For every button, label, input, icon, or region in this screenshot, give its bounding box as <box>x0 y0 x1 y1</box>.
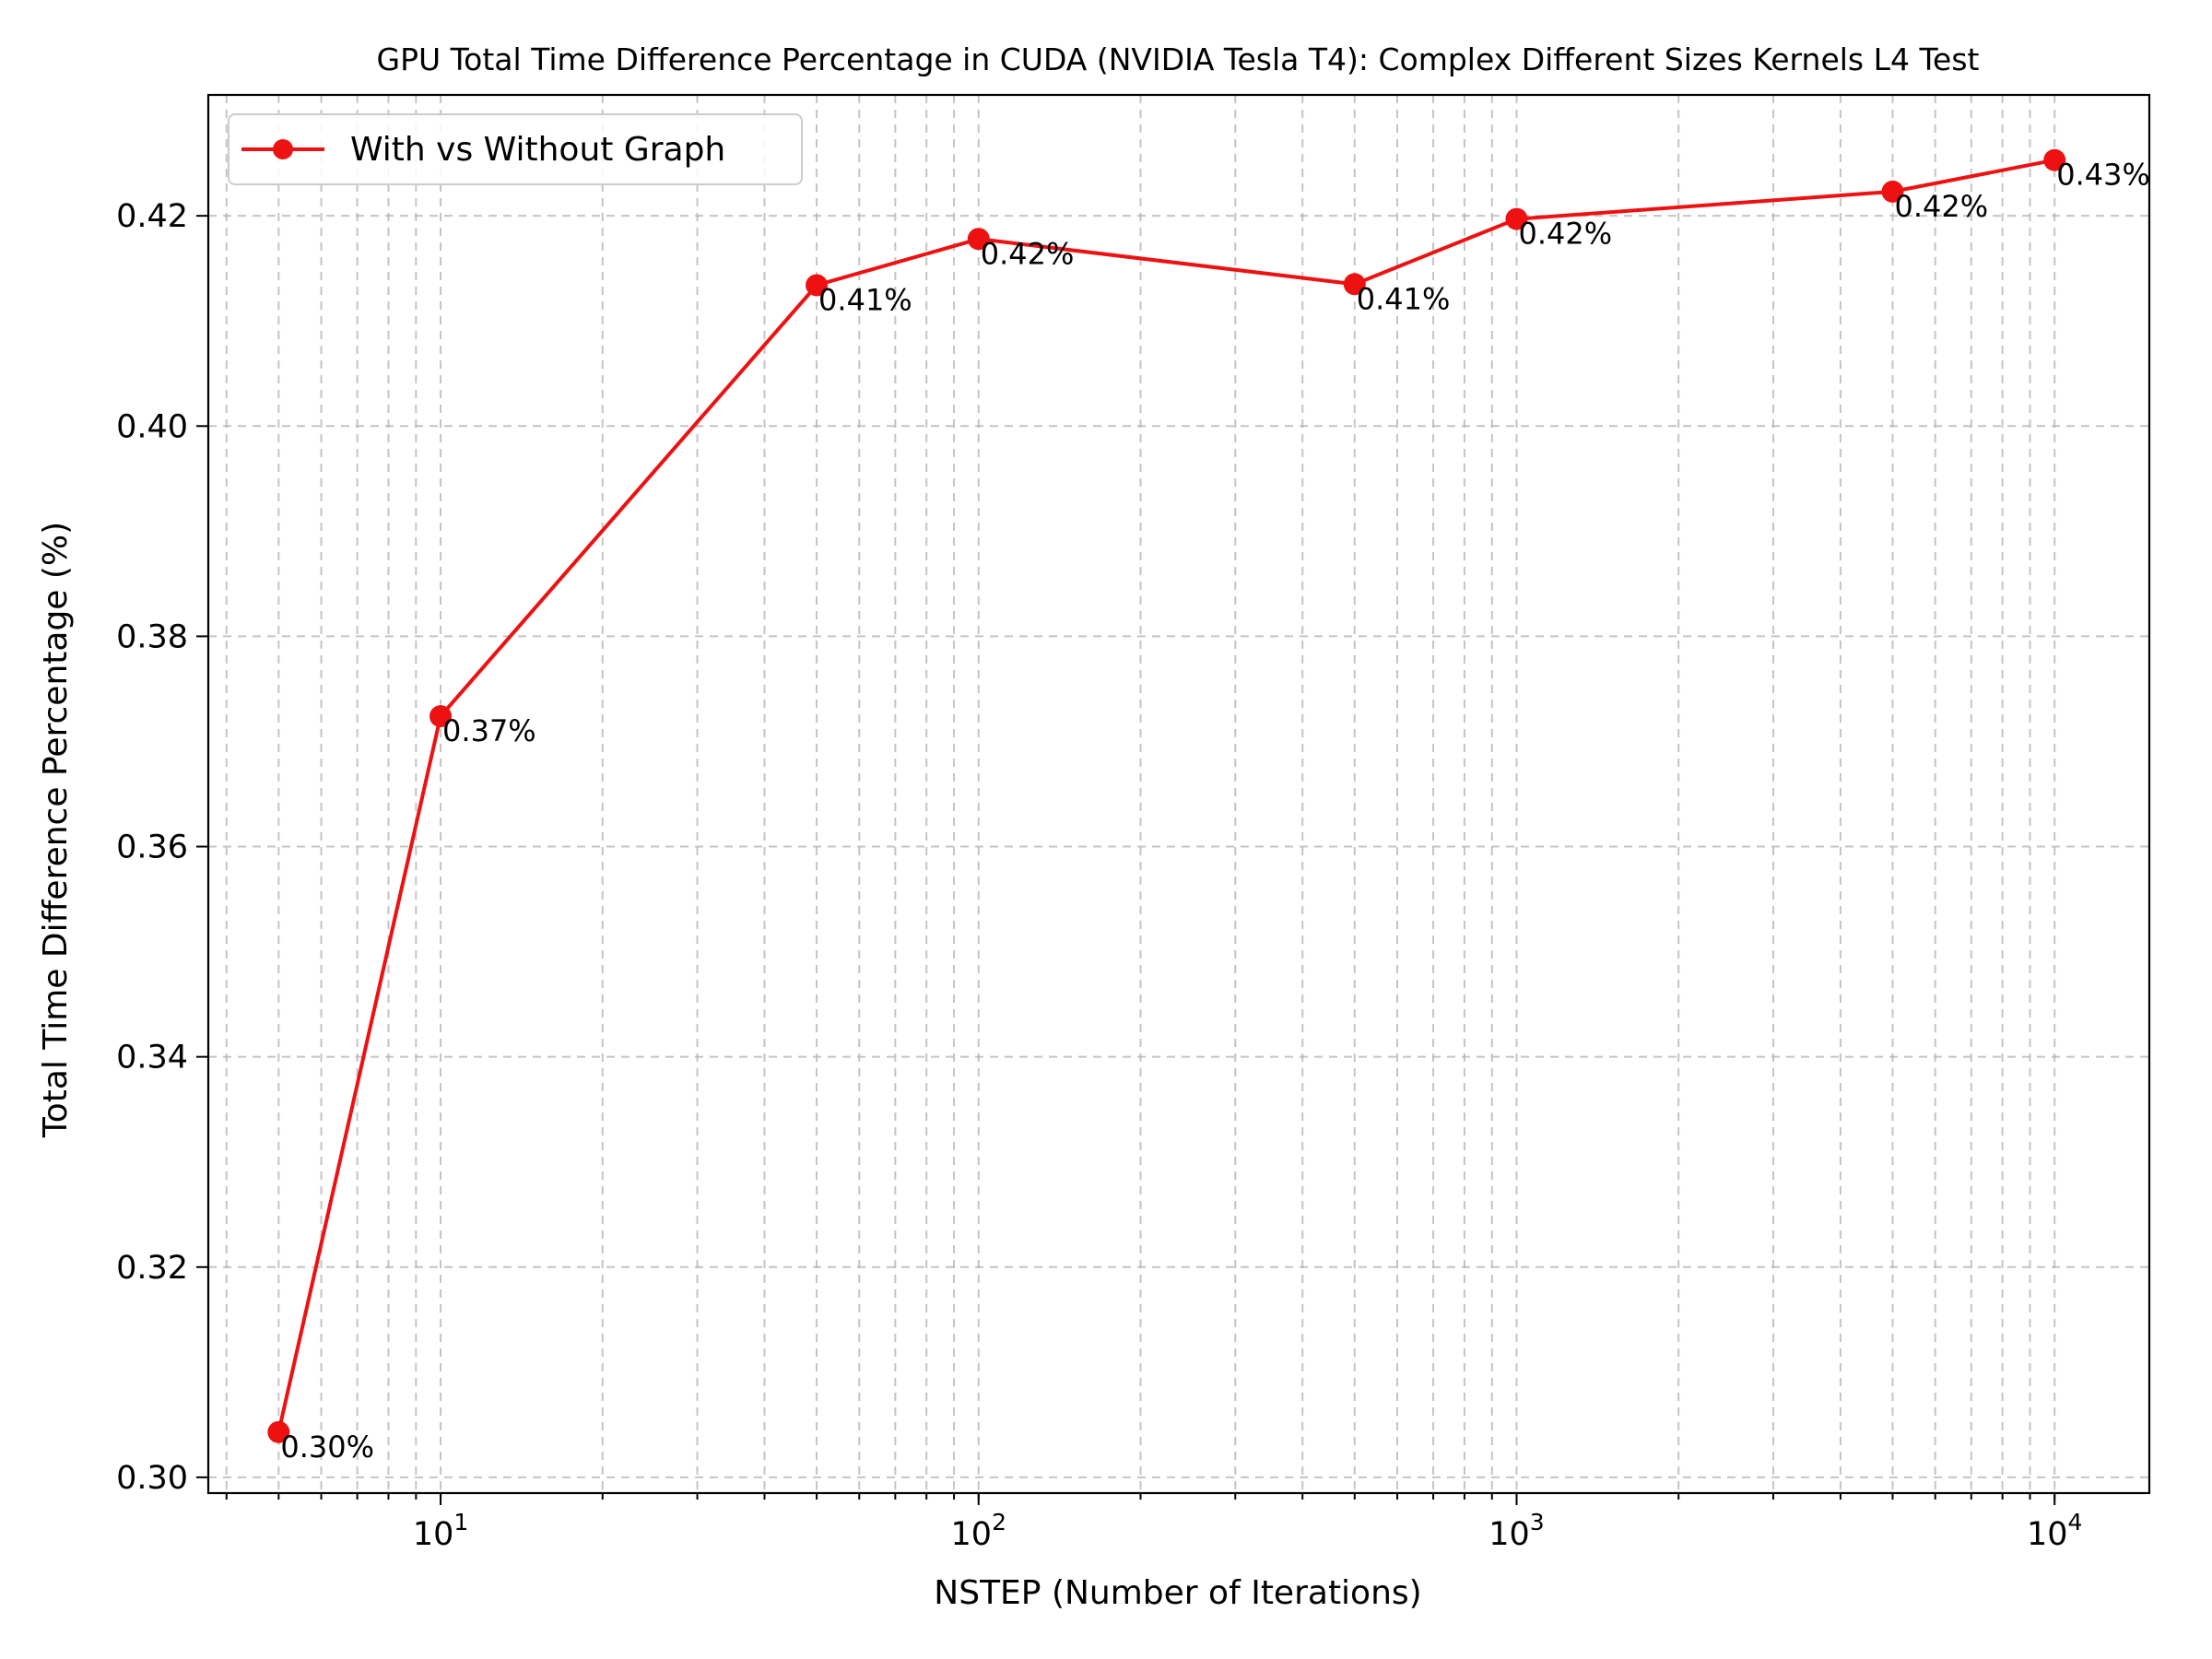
x-axis-label: NSTEP (Number of Iterations) <box>934 1574 1421 1612</box>
y-tick-label: 0.34 <box>116 1040 188 1077</box>
x-tick-label: 104 <box>2027 1509 2082 1553</box>
y-tick-label: 0.32 <box>116 1250 188 1287</box>
series-line <box>276 158 2055 1433</box>
legend-marker <box>273 139 293 159</box>
x-tick-label: 102 <box>951 1509 1006 1553</box>
data-label: 0.42% <box>1894 189 1988 224</box>
axes <box>206 93 2151 1495</box>
data-point <box>1343 273 1366 296</box>
data-point <box>267 1420 290 1443</box>
data-point <box>1881 180 1904 203</box>
data-label: 0.41% <box>818 282 912 317</box>
y-tick-label: 0.38 <box>116 618 188 655</box>
legend: With vs Without Graph <box>228 113 803 185</box>
data-point <box>806 274 829 297</box>
data-point <box>967 228 990 251</box>
legend-label: With vs Without Graph <box>350 131 725 169</box>
data-label: 0.42% <box>1518 217 1612 252</box>
data-point <box>429 705 453 728</box>
data-label: 0.41% <box>1357 281 1451 316</box>
y-tick-label: 0.36 <box>116 830 188 866</box>
data-label: 0.30% <box>280 1430 374 1465</box>
data-point <box>2043 148 2066 171</box>
legend-box <box>228 113 803 185</box>
data-label: 0.43% <box>2056 158 2150 193</box>
y-tick-label: 0.30 <box>116 1460 188 1497</box>
plot-frame <box>206 93 2151 1495</box>
data-point <box>1505 207 1528 230</box>
chart-title: GPU Total Time Difference Percentage in … <box>377 41 1980 77</box>
x-tick-label: 103 <box>1488 1509 1544 1553</box>
y-tick-label: 0.42 <box>116 198 188 235</box>
y-tick-label: 0.40 <box>116 408 188 445</box>
y-axis-label: Total Time Difference Percentage (%) <box>37 522 75 1138</box>
data-label: 0.37% <box>442 713 536 748</box>
ticks: 101 102 103 104 0.30 0.32 0.34 0.36 0.38 0.40 0.42 <box>116 198 2082 1553</box>
x-tick-label: 101 <box>413 1509 468 1553</box>
data-label: 0.42% <box>981 236 1075 271</box>
grid <box>208 95 2149 1493</box>
series-layer: 0.30% 0.37% 0.41% 0.42% 0.41% 0.42% 0.42% 0.43% <box>267 148 2150 1465</box>
